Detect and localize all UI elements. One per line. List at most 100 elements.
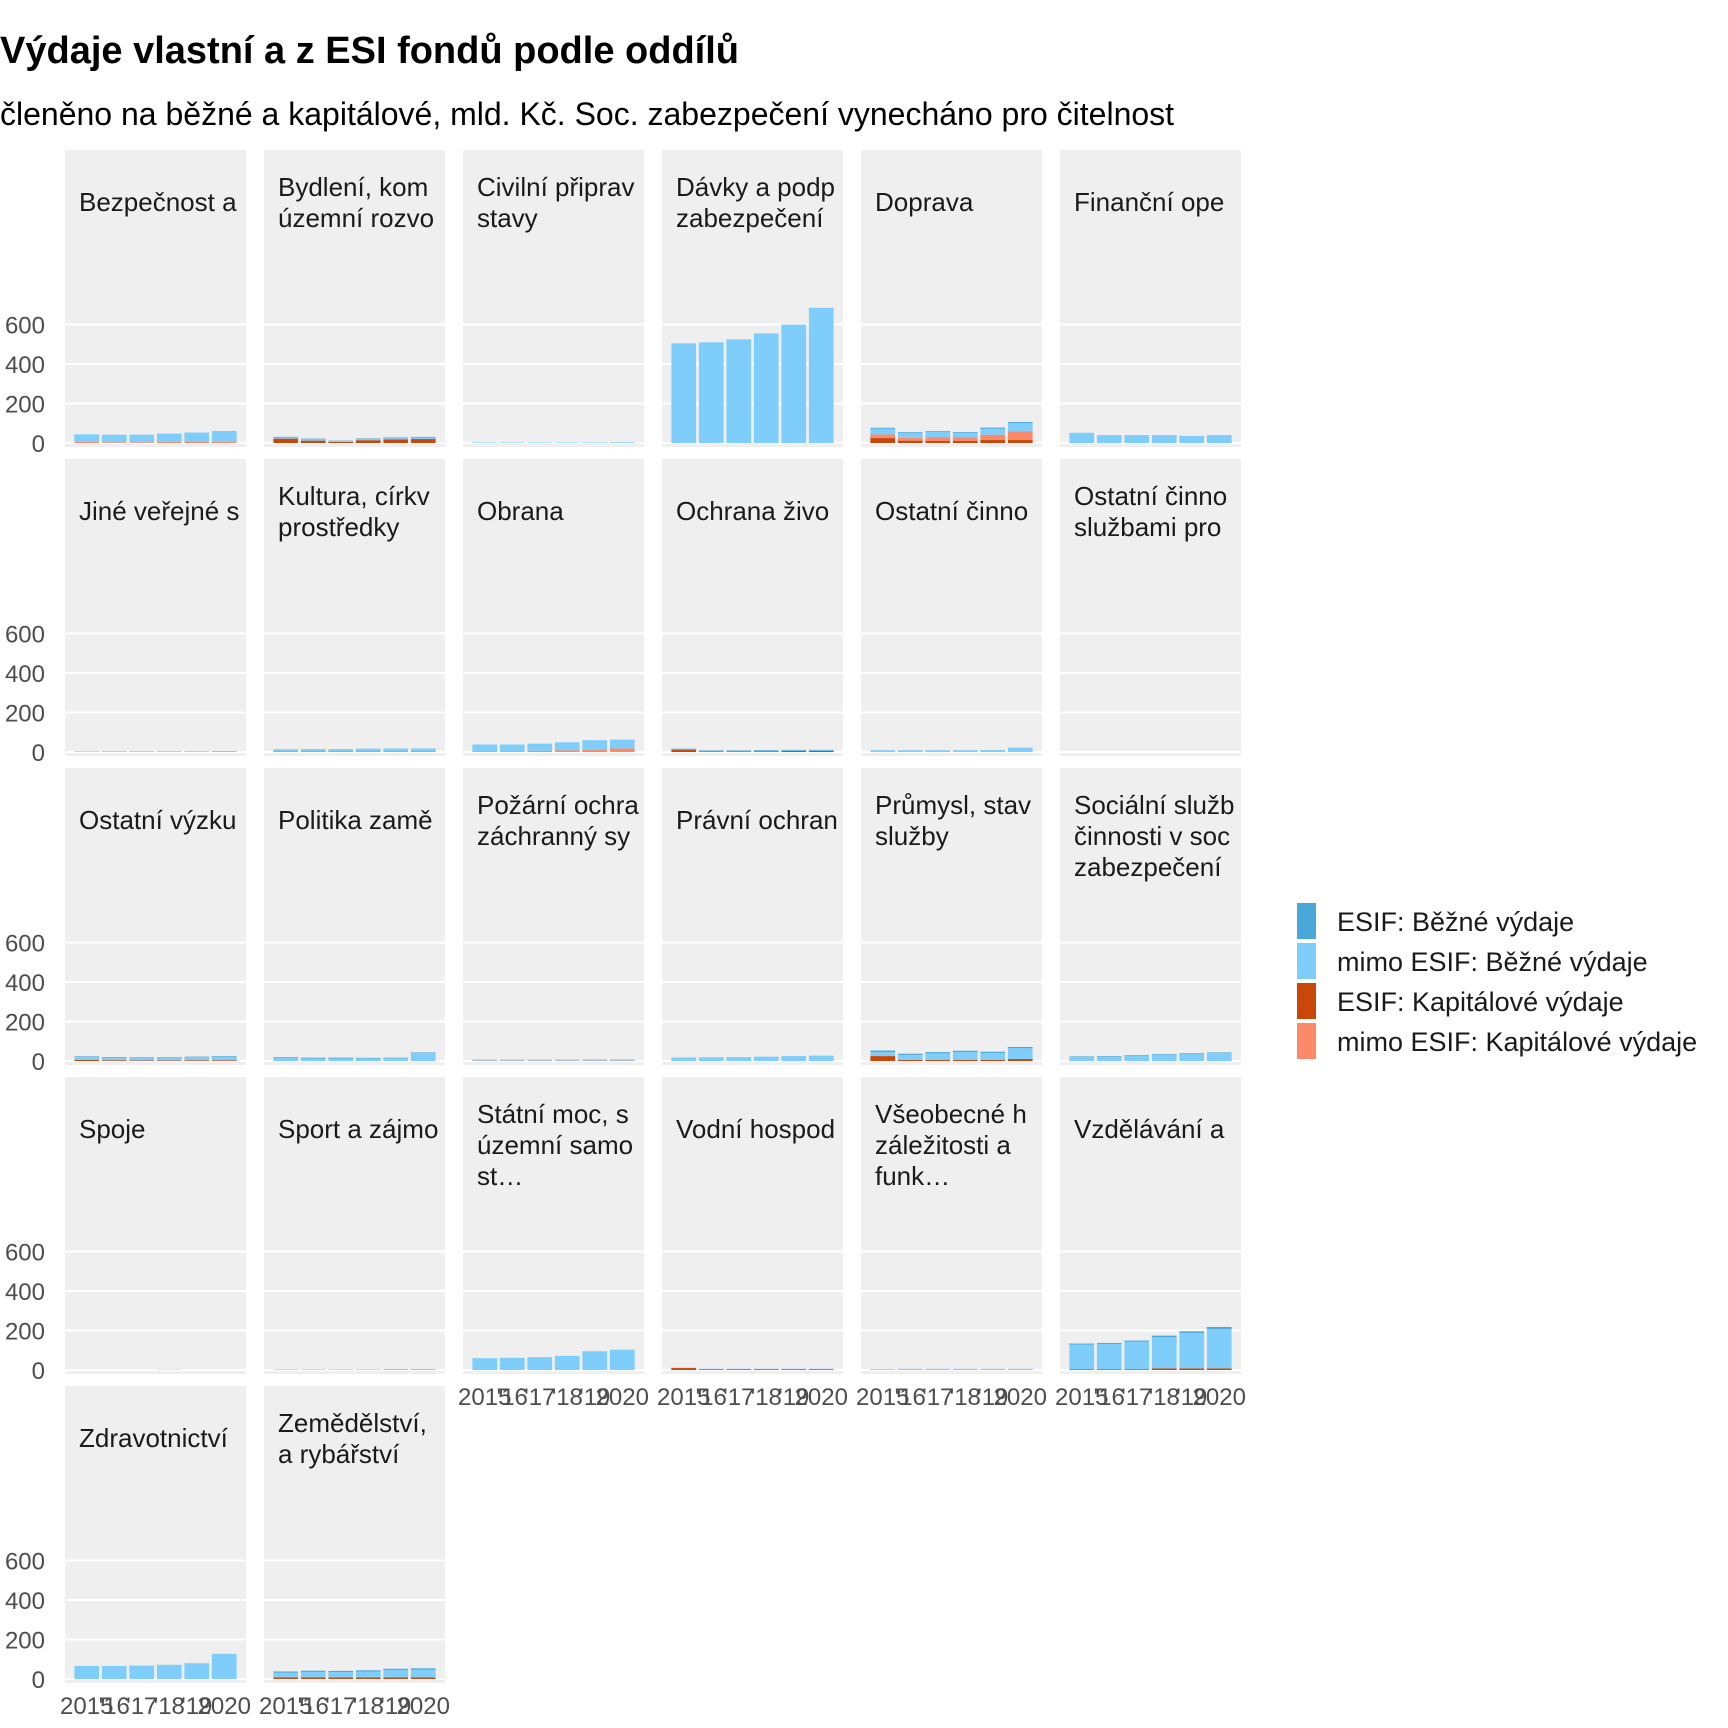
bar-esif-bezne [726,750,752,752]
bar-mimo-bezne [527,442,553,443]
facet-panel: Všeobecné h záležitosti a funk…2015'16'17'… [856,1077,1047,1411]
bar-mimo-bezne [74,1056,100,1060]
y-tick-label: 400 [5,661,45,688]
facet-panel: Ostatní výzku 0 200 400 600 [5,768,246,1076]
panel-title: Kultura, církv prostředky [278,481,430,542]
bar-mimo-kapital [897,437,923,441]
bar-esif-kapital [410,1677,436,1679]
x-tick-label: '19 [579,1384,610,1411]
bar-mimo-kapital [472,751,498,752]
bar-mimo-bezne [184,751,210,752]
panel-title: Finanční ope [1074,187,1224,217]
bar-mimo-bezne [300,1671,326,1678]
bar-mimo-bezne [101,751,127,752]
panel-title: Požární ochra záchranný sy [477,790,639,851]
bar-mimo-bezne [184,1663,210,1679]
bar-esif-bezne [980,427,1006,429]
bar-esif-bezne [273,1671,299,1673]
panel-title: Spoje [79,1114,146,1144]
bar-mimo-bezne [609,1059,635,1061]
legend-label: mimo ESIF: Kapitálové výdaje [1337,1027,1697,1057]
bar-esif-bezne [74,1056,100,1057]
legend-label: ESIF: Kapitálové výdaje [1337,987,1624,1017]
bar-mimo-bezne [952,1368,978,1370]
facet-panel: Sport a zájmo [264,1077,445,1374]
bar-mimo-bezne [897,750,923,752]
x-tick-label: '17 [325,1693,356,1720]
bar-mimo-bezne [582,442,608,443]
bar-esif-bezne [300,1057,326,1059]
bar-mimo-bezne [1179,1332,1205,1369]
bar-mimo-bezne [355,1671,381,1678]
bar-esif-bezne [184,1056,210,1058]
legend-swatch [1297,983,1316,1019]
bar-mimo-bezne [74,1665,100,1679]
y-tick-label: 600 [5,313,45,340]
legend-swatch [1297,943,1316,979]
bar-esif-bezne [1007,422,1033,424]
bar-esif-bezne [129,1057,155,1058]
bar-mimo-bezne [1206,1328,1232,1369]
bar-mimo-bezne [1179,435,1205,443]
bar-mimo-bezne [211,430,237,442]
bar-esif-bezne [156,1057,182,1058]
bar-esif-kapital [300,1677,326,1679]
facet-panel: Bezpečnost a 0 200 400 600 [5,150,246,458]
bar-mimo-bezne [211,751,237,752]
panel-title: Ostatní činno [875,496,1028,526]
facet-panel: Jiné veřejné s 0 200 400 600 [5,459,246,767]
bar-esif-bezne [1179,1053,1205,1054]
bar-esif-bezne [355,438,381,440]
panel-title: Ostatní výzku [79,805,237,835]
panel-title: Zemědělství, a rybářství [278,1408,427,1469]
bar-mimo-bezne [726,1057,752,1061]
panel-background [264,1386,445,1683]
bar-mimo-bezne [273,1672,299,1678]
x-tick-label: '16 [895,1384,926,1411]
bar-esif-bezne [101,1057,127,1058]
x-tick-label: 2020 [1193,1384,1246,1411]
panel-background [65,150,246,447]
panel-title: Zdravotnictví [79,1423,229,1453]
facet-panel: Bydlení, kom územní rozvo [264,150,445,447]
y-tick-label: 600 [5,1240,45,1267]
panel-background [264,1077,445,1374]
bar-esif-kapital [74,1059,100,1061]
bar-mimo-bezne [808,1055,834,1061]
bar-esif-bezne [1151,1054,1177,1055]
panel-title: Ostatní činno službami pro [1074,481,1227,542]
bar-esif-bezne [211,1056,237,1057]
bar-mimo-bezne [273,1369,299,1370]
bar-mimo-bezne [527,1357,553,1370]
bar-mimo-kapital [211,441,237,443]
bar-mimo-kapital [554,750,580,752]
bar-mimo-bezne [273,1058,299,1061]
bar-mimo-bezne [753,1056,779,1061]
bar-esif-kapital [355,440,381,443]
bar-esif-bezne [870,1050,896,1053]
panel-background [65,768,246,1065]
x-tick-label: '18 [1149,1384,1180,1411]
bar-esif-bezne [870,427,896,429]
y-tick-label: 400 [5,1588,45,1615]
bar-esif-kapital [808,1369,834,1370]
bar-esif-bezne [1124,1055,1150,1056]
x-tick-label: '17 [524,1384,555,1411]
x-tick-label: 2020 [795,1384,848,1411]
bar-mimo-bezne [184,432,210,442]
bar-esif-bezne [273,436,299,438]
panel-title: Dávky a podp zabezpečení [676,172,835,233]
panel-background [662,459,843,756]
bar-mimo-bezne [328,1369,354,1370]
y-tick-label: 0 [32,1667,45,1694]
bar-esif-kapital [726,751,752,752]
panel-background [1060,459,1241,756]
x-tick-label: 2020 [994,1384,1047,1411]
y-tick-label: 0 [32,1049,45,1076]
bar-mimo-bezne [1069,1057,1095,1061]
bar-mimo-bezne [383,1369,409,1370]
panel-title: Státní moc, s územní samo st… [477,1099,633,1191]
bar-mimo-bezne [410,748,436,752]
bar-mimo-bezne [609,739,635,749]
panel-background [463,459,644,756]
